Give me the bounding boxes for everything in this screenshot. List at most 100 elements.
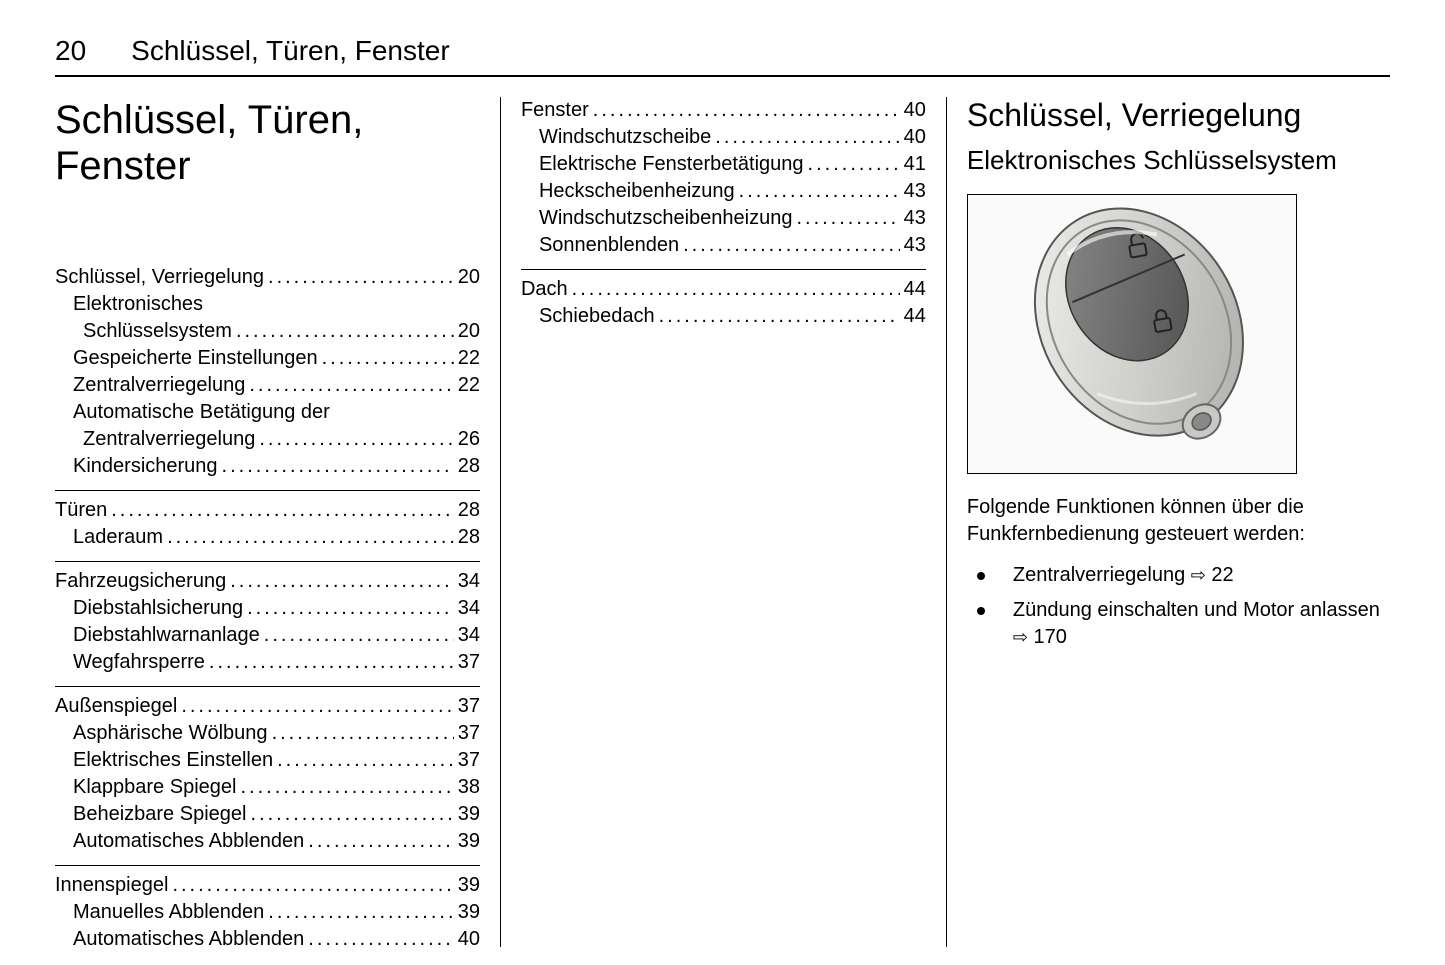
toc-label: Dach [521, 276, 568, 303]
toc-section: Schlüssel, Verriegelung.................… [55, 264, 480, 480]
toc-leader-dots: ........................................… [739, 178, 900, 205]
toc-label: Fenster [521, 97, 589, 124]
toc-label: Laderaum [73, 524, 163, 551]
toc-entry: Zentralverriegelung.....................… [55, 372, 480, 399]
toc-entry: Windschutzscheibe.......................… [521, 124, 926, 151]
toc-label: Automatisches Abblenden [73, 828, 304, 855]
toc-leader-dots: ........................................… [277, 747, 454, 774]
toc-section: Dach....................................… [521, 276, 926, 330]
toc-label: Elektrisches Einstellen [73, 747, 273, 774]
toc-entry: Diebstahlwarnanlage.....................… [55, 622, 480, 649]
toc-label: Schlüssel, Verriegelung [55, 264, 264, 291]
toc-label: Asphärische Wölbung [73, 720, 268, 747]
bullet-list: Zentralverriegelung ⇨ 22Zündung einschal… [967, 562, 1390, 651]
toc-page: 28 [458, 497, 480, 524]
toc-page: 37 [458, 747, 480, 774]
toc-leader-dots: ........................................… [659, 303, 900, 330]
toc-page: 22 [458, 372, 480, 399]
toc-entry: Gespeicherte Einstellungen..............… [55, 345, 480, 372]
toc-page: 40 [458, 926, 480, 953]
toc-section: Fahrzeugsicherung.......................… [55, 568, 480, 676]
toc-entry: Kindersicherung.........................… [55, 453, 480, 480]
toc-label: Wegfahrsperre [73, 649, 205, 676]
toc-leader-dots: ........................................… [808, 151, 900, 178]
toc-leader-dots: ........................................… [593, 97, 900, 124]
toc-leader-dots: ........................................… [572, 276, 900, 303]
toc-page: 44 [904, 276, 926, 303]
key-fob-illustration [967, 194, 1297, 474]
toc-entry: Laderaum................................… [55, 524, 480, 551]
toc-leader-dots: ........................................… [683, 232, 900, 259]
toc-leader-dots: ........................................… [796, 205, 899, 232]
toc-leader-dots: ........................................… [249, 372, 453, 399]
toc-col1: Schlüssel, Verriegelung.................… [55, 264, 480, 953]
running-title: Schlüssel, Türen, Fenster [131, 35, 450, 67]
toc-label: Innenspiegel [55, 872, 168, 899]
toc-leader-dots: ........................................… [240, 774, 453, 801]
toc-leader-dots: ........................................… [167, 524, 454, 551]
toc-label: Windschutzscheibenheizung [539, 205, 793, 232]
toc-page: 34 [458, 622, 480, 649]
toc-leader-dots: ........................................… [209, 649, 454, 676]
toc-label: Diebstahlsicherung [73, 595, 243, 622]
page-number: 20 [55, 35, 86, 67]
toc-leader-dots: ........................................… [222, 453, 454, 480]
toc-divider [55, 686, 480, 687]
toc-entry: Automatisches Abblenden.................… [55, 828, 480, 855]
toc-page: 43 [904, 232, 926, 259]
toc-label: Manuelles Abblenden [73, 899, 264, 926]
toc-leader-dots: ........................................… [308, 828, 453, 855]
toc-label: Elektrische Fensterbetätigung [539, 151, 804, 178]
toc-entry: Dach....................................… [521, 276, 926, 303]
toc-page: 37 [458, 720, 480, 747]
toc-label: Schiebedach [539, 303, 655, 330]
toc-leader-dots: ........................................… [247, 595, 454, 622]
toc-leader-dots: ........................................… [172, 872, 453, 899]
column-2: Fenster.................................… [501, 97, 946, 947]
toc-entry: Fenster.................................… [521, 97, 926, 124]
toc-label: Gespeicherte Einstellungen [73, 345, 318, 372]
toc-label: Diebstahlwarnanlage [73, 622, 260, 649]
toc-entry: Diebstahlsicherung......................… [55, 595, 480, 622]
toc-entry: Klappbare Spiegel.......................… [55, 774, 480, 801]
toc-leader-dots: ........................................… [264, 622, 454, 649]
toc-page: 22 [458, 345, 480, 372]
toc-page: 20 [458, 318, 480, 345]
toc-leader-dots: ........................................… [268, 264, 454, 291]
toc-page: 28 [458, 524, 480, 551]
toc-section: Innenspiegel............................… [55, 872, 480, 953]
toc-label: Automatische Betätigung der [73, 399, 330, 426]
subsection-heading: Elektronisches Schlüsselsystem [967, 146, 1390, 176]
toc-entry: Elektrische Fensterbetätigung...........… [521, 151, 926, 178]
toc-page: 37 [458, 693, 480, 720]
toc-label: Heckscheibenheizung [539, 178, 735, 205]
toc-leader-dots: ........................................… [272, 720, 454, 747]
key-fob-svg [968, 194, 1296, 474]
toc-leader-dots: ........................................… [308, 926, 453, 953]
toc-page: 20 [458, 264, 480, 291]
section-heading: Schlüssel, Verriegelung [967, 97, 1390, 134]
toc-entry: Zentralverriegelung.....................… [55, 426, 480, 453]
bullet-dot-icon [977, 572, 985, 580]
toc-page: 39 [458, 899, 480, 926]
toc-leader-dots: ........................................… [230, 568, 453, 595]
toc-label: Zentralverriegelung [83, 426, 255, 453]
toc-label: Windschutzscheibe [539, 124, 711, 151]
toc-entry: Sonnenblenden...........................… [521, 232, 926, 259]
reference-arrow-icon: ⇨ [1191, 563, 1206, 587]
toc-page: 39 [458, 801, 480, 828]
toc-leader-dots: ........................................… [268, 899, 453, 926]
toc-col2: Fenster.................................… [521, 97, 926, 330]
toc-label: Außenspiegel [55, 693, 177, 720]
toc-entry: Schiebedach.............................… [521, 303, 926, 330]
toc-label: Schlüsselsystem [83, 318, 232, 345]
toc-leader-dots: ........................................… [236, 318, 454, 345]
toc-page: 40 [904, 124, 926, 151]
toc-page: 43 [904, 178, 926, 205]
toc-divider [55, 561, 480, 562]
toc-section: Türen...................................… [55, 497, 480, 551]
toc-leader-dots: ........................................… [250, 801, 453, 828]
column-1: Schlüssel, Türen, Fenster Schlüssel, Ver… [55, 97, 500, 947]
toc-entry: Innenspiegel............................… [55, 872, 480, 899]
toc-page: 44 [904, 303, 926, 330]
